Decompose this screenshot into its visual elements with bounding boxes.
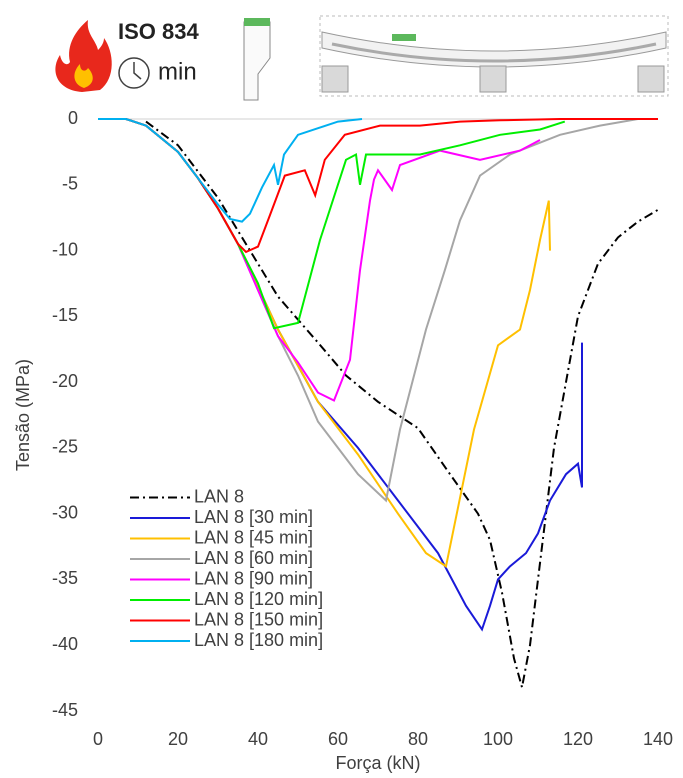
y-tick-label: -35	[52, 568, 78, 588]
y-axis-title: Tensão (MPa)	[13, 359, 33, 471]
clock-icon	[118, 57, 150, 89]
series-line	[98, 118, 363, 223]
y-tick-label: -30	[52, 502, 78, 522]
standard-label: ISO 834	[118, 19, 199, 44]
x-tick-label: 60	[328, 729, 348, 749]
y-tick-label: -15	[52, 305, 78, 325]
fire-icon	[55, 20, 112, 92]
y-tick-label: -5	[62, 174, 78, 194]
legend-label: LAN 8 [60 min]	[194, 548, 313, 568]
fire-core	[74, 64, 93, 88]
clock-hands	[133, 62, 142, 80]
section-top	[244, 18, 270, 26]
legend-label: LAN 8 [90 min]	[194, 568, 313, 588]
series-line	[98, 118, 541, 402]
beam-body	[321, 31, 667, 68]
support	[637, 65, 665, 93]
support	[321, 65, 349, 93]
y-tick-label: -25	[52, 437, 78, 457]
unit-label: min	[158, 58, 197, 85]
beam-gauge	[392, 34, 416, 41]
beam-bar	[331, 42, 657, 63]
x-tick-label: 80	[408, 729, 428, 749]
legend-label: LAN 8 [30 min]	[194, 507, 313, 527]
support	[479, 65, 507, 93]
x-tick-label: 40	[248, 729, 268, 749]
x-tick-label: 0	[93, 729, 103, 749]
legend-label: LAN 8	[194, 486, 244, 506]
series-line	[98, 118, 639, 503]
x-axis-title: Força (kN)	[336, 753, 421, 773]
legend-label: LAN 8 [180 min]	[194, 630, 323, 650]
x-tick-label: 20	[168, 729, 188, 749]
series-line	[98, 118, 551, 568]
beam-frame	[319, 15, 669, 97]
legend-label: LAN 8 [150 min]	[194, 609, 323, 629]
series-line	[98, 118, 583, 632]
y-tick-label: -10	[52, 239, 78, 259]
series-line	[145, 120, 659, 688]
series-line	[98, 118, 658, 254]
x-tick-label: 100	[483, 729, 513, 749]
y-tick-label: 0	[68, 108, 78, 128]
x-tick-label: 140	[643, 729, 673, 749]
x-tick-label: 120	[563, 729, 593, 749]
y-tick-label: -20	[52, 371, 78, 391]
legend-label: LAN 8 [45 min]	[194, 527, 313, 547]
header-icons: ISO 834 min	[55, 15, 669, 101]
legend-label: LAN 8 [120 min]	[194, 589, 323, 609]
section-icon	[243, 21, 271, 101]
y-tick-label: -45	[52, 700, 78, 720]
y-tick-label: -40	[52, 634, 78, 654]
